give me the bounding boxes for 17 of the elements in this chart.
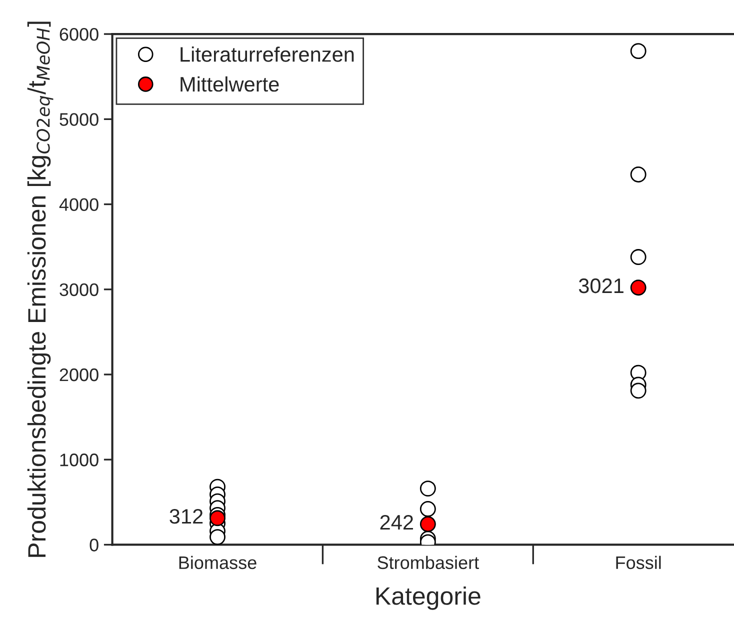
y-tick-label: 4000 bbox=[59, 198, 98, 211]
y-tick-label: 3000 bbox=[60, 283, 98, 296]
legend-label: Mittelwerte bbox=[180, 76, 279, 92]
data-label: 242 bbox=[380, 514, 413, 530]
y-tick-label: 0 bbox=[90, 538, 98, 552]
data-label: 312 bbox=[170, 509, 203, 524]
y-tick-label: 1000 bbox=[60, 454, 98, 466]
y-tick-label: 5000 bbox=[60, 113, 98, 126]
y-tick-label: 2000 bbox=[60, 368, 98, 382]
x-tick-label: Biomasse bbox=[179, 556, 256, 570]
y-axis-title: Produktionsbedingte Emissionen [kg$_{CO2eq}$/t$_{MeOH}$] bbox=[27, 22, 54, 557]
x-tick-label: Fossil bbox=[616, 556, 661, 570]
x-axis-title: Kategorie bbox=[376, 586, 480, 610]
legend-label: Literaturreferenzen bbox=[180, 46, 354, 62]
y-tick-label: 6000 bbox=[60, 28, 98, 41]
data-label: 3021 bbox=[578, 278, 624, 294]
x-tick-label: Strombasiert bbox=[378, 556, 479, 570]
